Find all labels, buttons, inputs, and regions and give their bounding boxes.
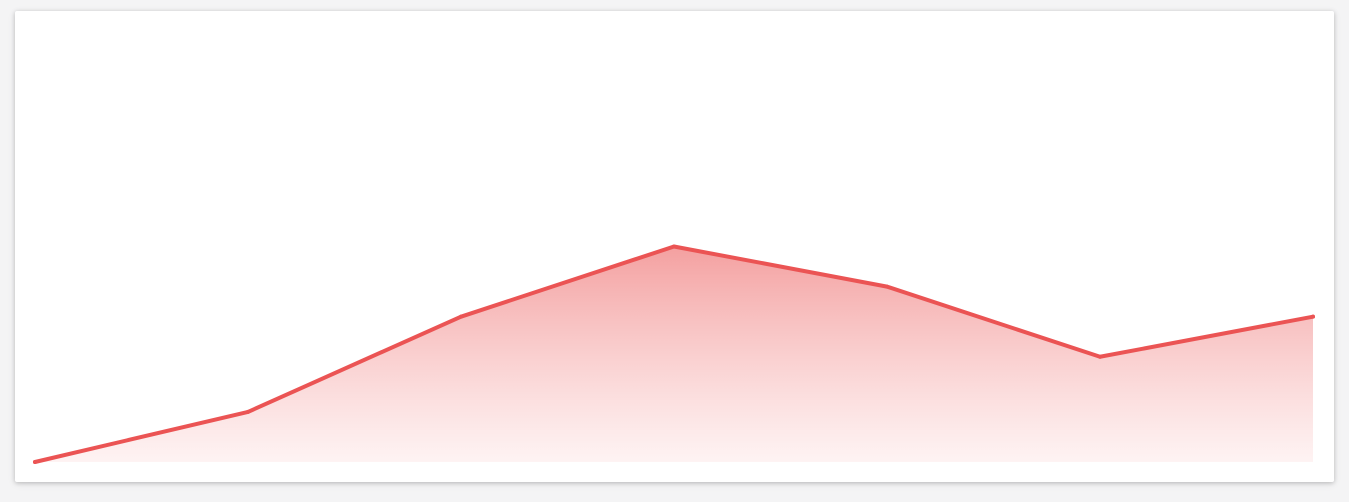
data-point-5 xyxy=(1098,354,1102,359)
data-point-6 xyxy=(1311,314,1315,319)
data-point-1 xyxy=(246,409,250,414)
data-point-4 xyxy=(885,284,889,289)
data-point-3 xyxy=(672,244,676,249)
area-fill xyxy=(35,246,1313,462)
area-chart xyxy=(33,244,1315,464)
chart-card xyxy=(15,11,1334,482)
data-point-0 xyxy=(33,460,37,464)
data-point-2 xyxy=(459,314,463,319)
